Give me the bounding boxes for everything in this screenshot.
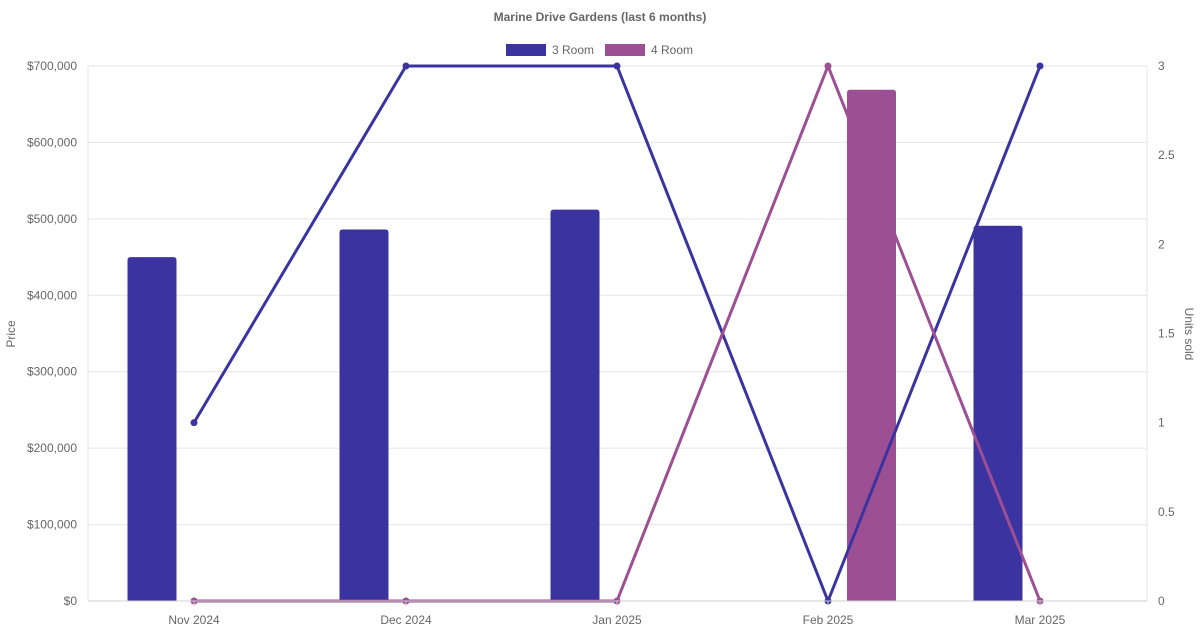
x-tick-label: Dec 2024 (380, 613, 432, 627)
axes: $0 $100,000 $200,000 $300,000 $400,000 $500,0… (27, 59, 1175, 627)
y-right-tick-label: 1 (1158, 416, 1165, 430)
bar-3-room (550, 209, 600, 601)
legend[interactable]: 3 Room 4 Room (506, 43, 693, 57)
y-right-tick-label: 0.5 (1158, 505, 1175, 519)
point-3-room (613, 62, 621, 70)
bar-3-room (127, 257, 177, 601)
point-3-room (190, 419, 198, 427)
legend-item[interactable]: 3 Room (506, 43, 594, 57)
point-4-room (824, 62, 832, 70)
y-right-tick-label: 1.5 (1158, 327, 1175, 341)
x-tick-label: Jan 2025 (592, 613, 642, 627)
y-right-tick-label: 3 (1158, 59, 1165, 73)
x-tick-label: Nov 2024 (168, 613, 220, 627)
legend-item[interactable]: 4 Room (605, 43, 693, 57)
chart-title: Marine Drive Gardens (last 6 months) (494, 10, 707, 24)
bar-3-room (339, 229, 389, 602)
y-right-tick-label: 2.5 (1158, 148, 1175, 162)
y-axis-left-title: Price (4, 320, 18, 348)
point-3-room (402, 62, 410, 70)
y-left-tick-label: $300,000 (27, 365, 77, 379)
legend-swatch (605, 44, 645, 56)
x-tick-label: Mar 2025 (1015, 613, 1066, 627)
y-axis-right-title: Units sold (1182, 308, 1196, 361)
line-3-room (192, 64, 1042, 603)
y-left-tick-label: $600,000 (27, 135, 77, 149)
y-right-tick-label: 2 (1158, 237, 1165, 251)
bars (127, 89, 1023, 602)
y-left-tick-label: $500,000 (27, 212, 77, 226)
legend-label: 4 Room (651, 43, 693, 57)
point-3-room (1036, 62, 1044, 70)
grid (87, 65, 1148, 602)
line-4-room (194, 64, 1042, 603)
lines (190, 62, 1044, 605)
bar-4-room (847, 89, 896, 601)
legend-swatch (506, 44, 546, 56)
y-left-tick-label: $0 (64, 594, 78, 608)
y-left-tick-label: $400,000 (27, 288, 77, 302)
legend-label: 3 Room (552, 43, 594, 57)
y-right-tick-label: 0 (1158, 594, 1165, 608)
x-tick-label: Feb 2025 (803, 613, 854, 627)
y-left-tick-label: $200,000 (27, 441, 77, 455)
y-left-tick-label: $100,000 (27, 518, 77, 532)
y-left-tick-label: $700,000 (27, 59, 77, 73)
bar-3-room (973, 225, 1023, 601)
